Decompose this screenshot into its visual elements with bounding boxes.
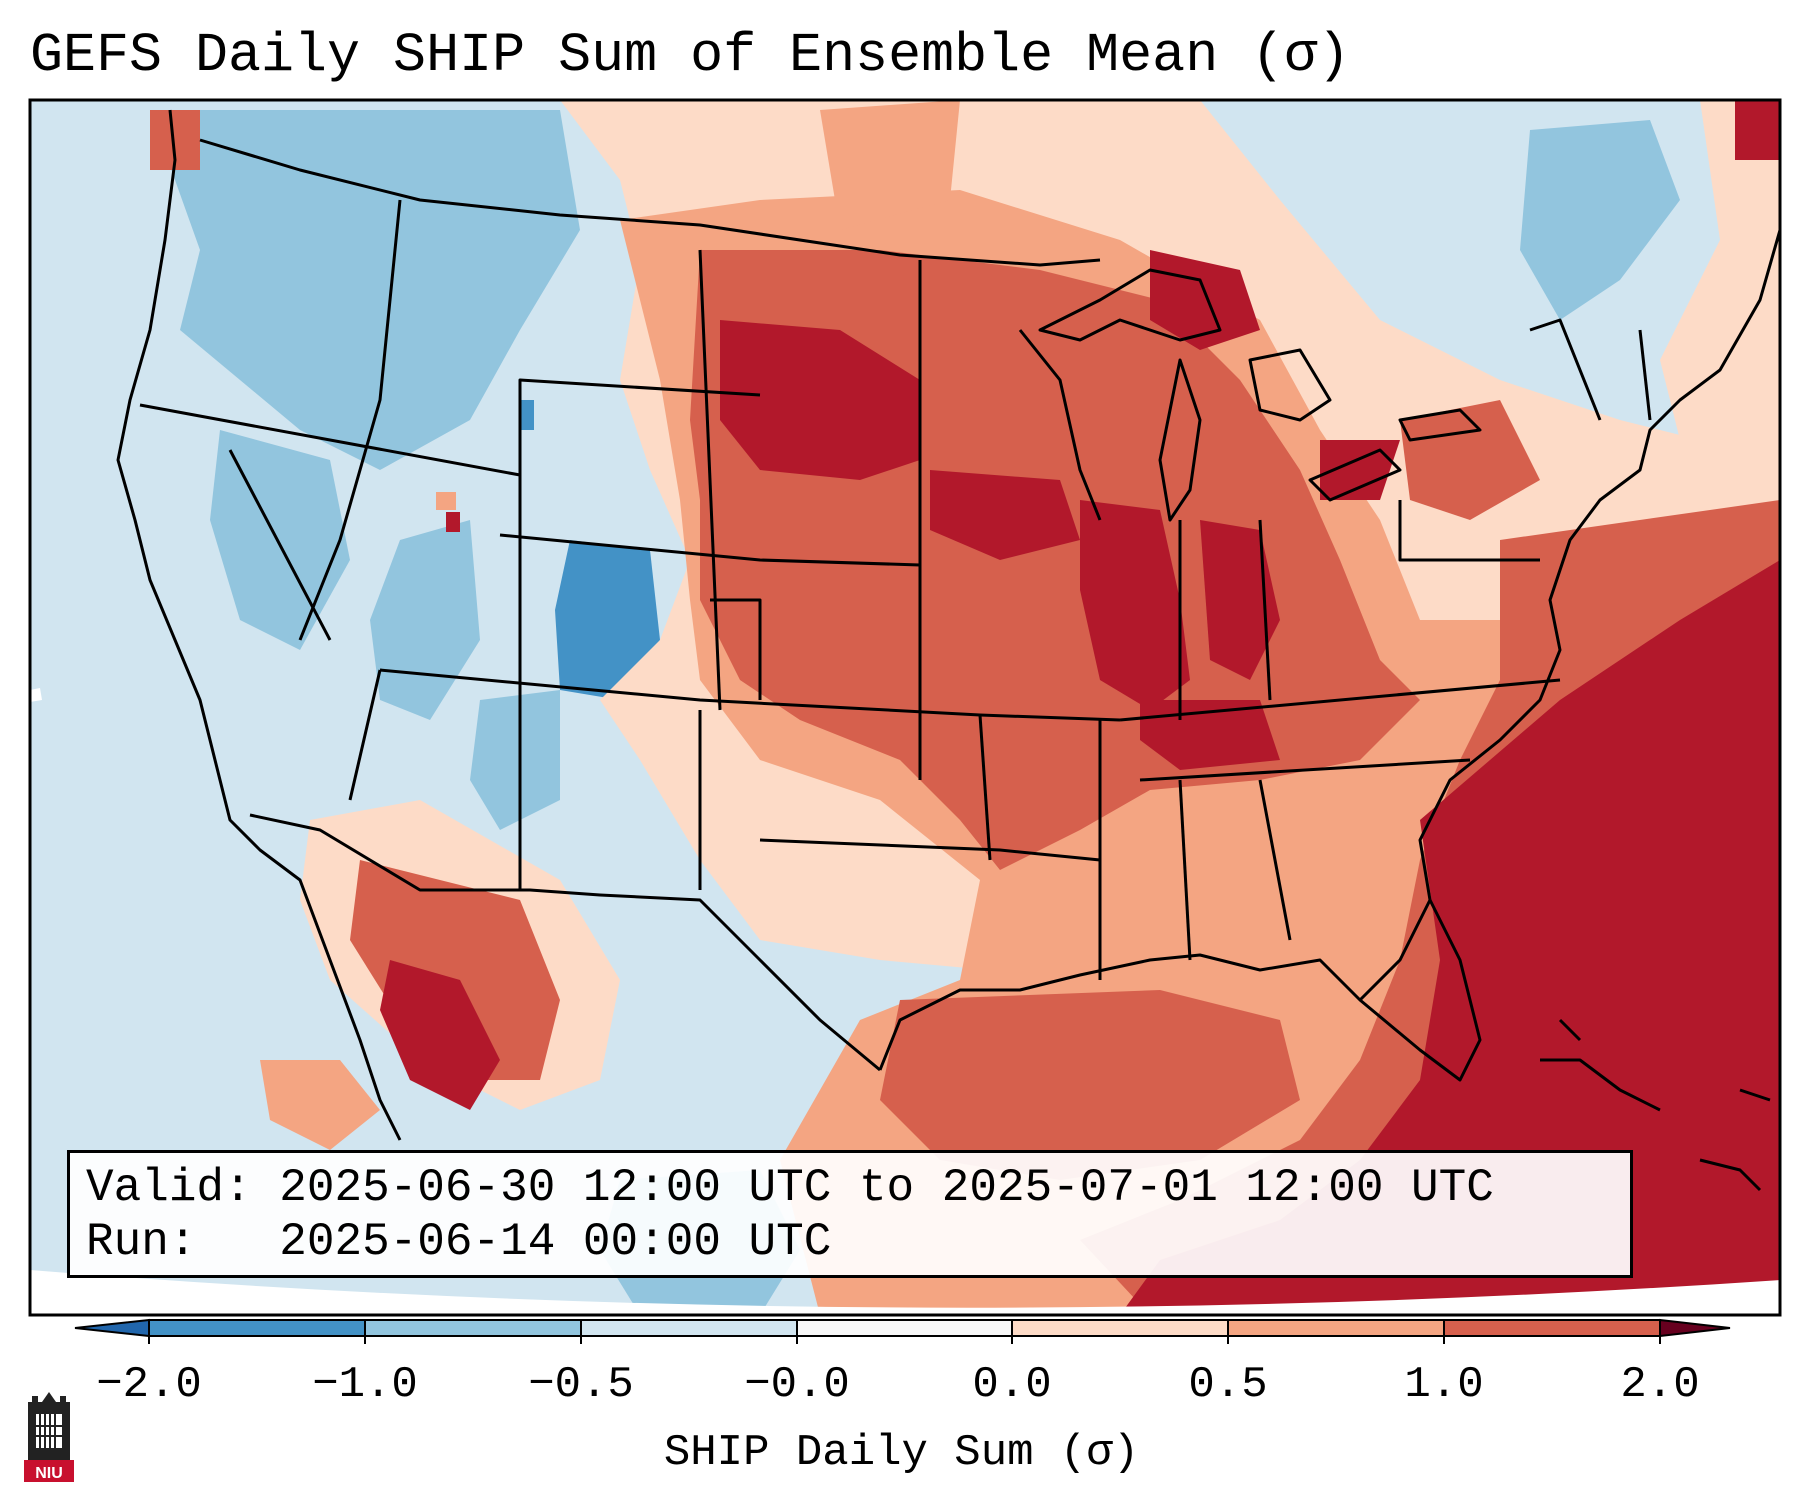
colorbar-tick-label: −0.0 <box>744 1360 850 1410</box>
anomaly-region <box>1320 440 1400 500</box>
anomaly-region <box>930 470 1080 560</box>
anomaly-region <box>1200 520 1280 680</box>
state-border <box>1258 519 1272 701</box>
run-value: 2025-06-14 00:00 UTC <box>279 1216 832 1268</box>
anomaly-region <box>555 540 660 700</box>
colorbar-segment <box>1012 1320 1228 1336</box>
valid-label: Valid: <box>86 1162 252 1214</box>
map-panel <box>30 100 1780 1315</box>
state-border <box>1638 329 1652 421</box>
coastline-gulf <box>878 899 1482 1082</box>
anomaly-region <box>1660 100 1780 560</box>
coastline-west <box>116 109 402 1141</box>
projection-edge <box>30 688 42 702</box>
island <box>1540 1058 1661 1112</box>
state-border <box>228 449 332 641</box>
anomaly-region <box>260 1060 380 1150</box>
state-border <box>698 249 722 711</box>
state-border <box>1139 758 1471 782</box>
colorbar-tick-label: 1.0 <box>1404 1360 1484 1410</box>
state-border <box>1529 318 1602 421</box>
colorbar-tick-label: 0.0 <box>972 1360 1052 1410</box>
anomaly-region <box>150 110 580 470</box>
anomaly-region <box>370 520 480 720</box>
border-us-mexico <box>249 813 881 1072</box>
state-border <box>499 533 921 567</box>
coastline-east <box>1418 229 1780 901</box>
state-border <box>1119 678 1561 722</box>
colorbar-label: SHIP Daily Sum (σ) <box>663 1428 1140 1478</box>
colorbar-segment <box>797 1320 1012 1336</box>
state-border <box>1258 779 1292 941</box>
colorbar-segment <box>1444 1320 1660 1336</box>
anomaly-region <box>520 400 534 430</box>
run-row: Run: 2025-06-14 00:00 UTC <box>86 1215 1614 1269</box>
valid-row: Valid: 2025-06-30 12:00 UTC to 2025-07-0… <box>86 1161 1614 1215</box>
state-border <box>139 403 521 477</box>
island <box>1558 1018 1582 1042</box>
colorbar-tick-label: 2.0 <box>1620 1360 1700 1410</box>
great-lakes <box>1158 358 1202 522</box>
great-lakes <box>1308 448 1402 502</box>
great-lakes <box>1038 268 1222 342</box>
anomaly-region <box>820 100 960 230</box>
colorbar-tick-label: 0.5 <box>1188 1360 1268 1410</box>
state-border <box>759 838 1101 862</box>
anomaly-region <box>1520 120 1680 320</box>
anomaly-region <box>380 960 500 1110</box>
anomaly-region <box>446 512 460 532</box>
anomaly-field <box>150 100 1780 1315</box>
great-lakes <box>1248 348 1332 422</box>
anomaly-region <box>470 690 560 830</box>
colorbar-tick-label: −0.5 <box>528 1360 634 1410</box>
colorbar-segment <box>1228 1320 1444 1336</box>
anomaly-region <box>210 430 350 650</box>
run-label: Run: <box>86 1216 197 1268</box>
anomaly-region <box>1140 700 1280 770</box>
state-border <box>710 598 762 700</box>
niu-logo: NIU <box>24 1392 74 1482</box>
anomaly-region <box>880 990 1300 1180</box>
state-border <box>1398 500 1540 562</box>
colorbar-segment <box>365 1320 581 1336</box>
state-border <box>348 669 382 801</box>
colorbar <box>74 1318 1731 1344</box>
anomaly-region <box>1735 100 1780 160</box>
state-border <box>298 199 402 641</box>
state-border <box>978 714 992 861</box>
border-us-canada <box>199 138 1101 267</box>
colorbar-tick-label: −2.0 <box>96 1360 202 1410</box>
coastline-florida <box>1358 899 1432 1002</box>
anomaly-region <box>1080 500 1190 710</box>
state-border <box>379 668 1121 722</box>
boundaries <box>116 109 1780 1192</box>
state-border <box>1178 779 1192 961</box>
anomaly-region <box>350 860 560 1080</box>
valid-run-info-box: Valid: 2025-06-30 12:00 UTC to 2025-07-0… <box>67 1150 1633 1278</box>
colorbar-under-arrow <box>74 1318 150 1338</box>
logo-text: NIU <box>35 1465 63 1482</box>
anomaly-region <box>436 492 456 510</box>
great-lakes <box>1398 408 1482 442</box>
university-tower-icon <box>24 1392 74 1482</box>
island <box>1739 1088 1771 1102</box>
colorbar-over-arrow <box>1659 1318 1731 1338</box>
colorbar-segment <box>149 1320 365 1336</box>
valid-value: 2025-06-30 12:00 UTC to 2025-07-01 12:00… <box>279 1162 1494 1214</box>
colorbar-tick-label: −1.0 <box>312 1360 418 1410</box>
colorbar-segment <box>581 1320 797 1336</box>
map-frame <box>28 98 1782 1317</box>
projection-edge <box>30 1270 1780 1315</box>
state-border <box>1018 329 1102 521</box>
anomaly-region <box>1400 400 1540 520</box>
map-title: GEFS Daily SHIP Sum of Ensemble Mean (σ) <box>30 24 1351 87</box>
anomaly-region <box>720 320 920 480</box>
island <box>1699 1158 1762 1192</box>
